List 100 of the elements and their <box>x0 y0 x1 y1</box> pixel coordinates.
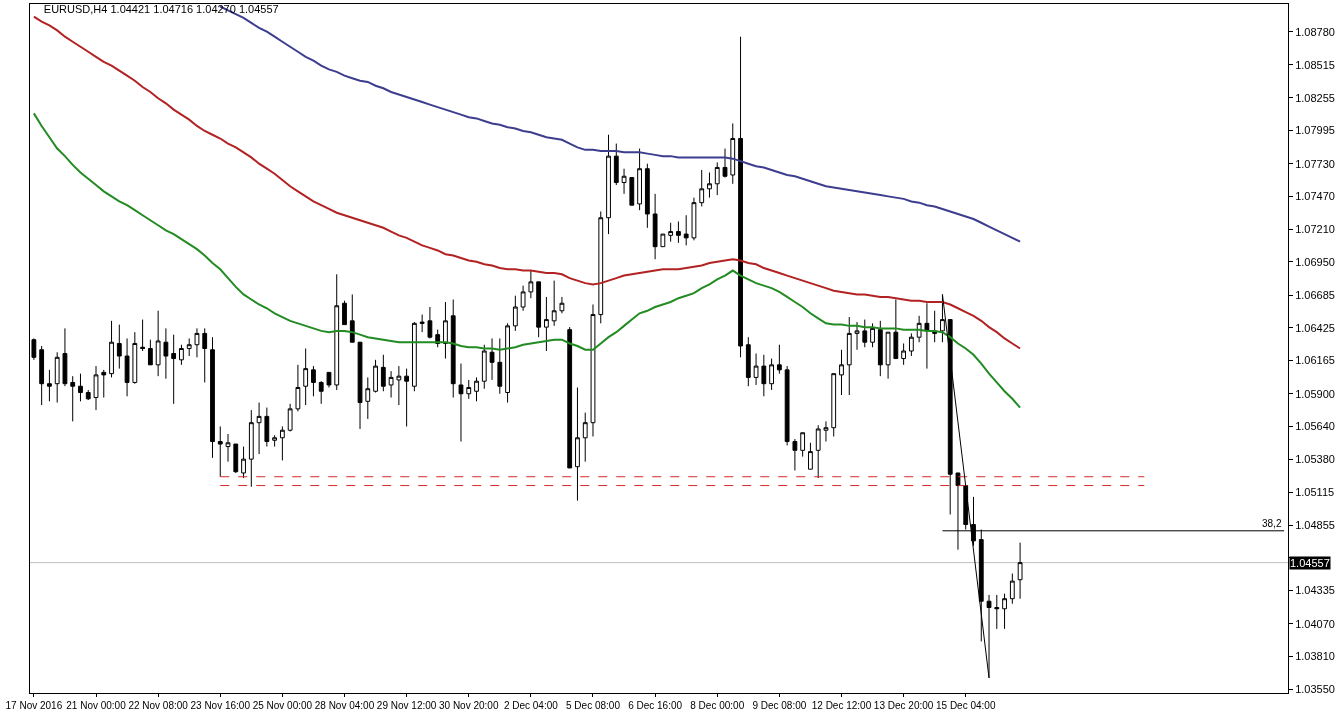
candlestick <box>676 221 681 244</box>
candlestick <box>846 316 852 396</box>
y-tick-label: 1.07470 <box>1295 190 1335 203</box>
ref-line-label: 1.04557 <box>1290 557 1330 569</box>
candlestick <box>862 319 868 348</box>
candlestick <box>908 332 914 357</box>
candlestick <box>147 339 153 366</box>
y-tick-label: 1.08515 <box>1295 58 1335 71</box>
candlestick <box>839 349 844 396</box>
candlestick <box>233 443 239 474</box>
candlestick <box>396 365 402 406</box>
candlestick <box>295 364 301 412</box>
candlestick <box>303 348 309 406</box>
x-tick-label: 2 Dec 04:00 <box>503 700 559 711</box>
candlestick <box>404 368 410 427</box>
candlestick <box>124 337 130 397</box>
candlestick <box>318 380 324 405</box>
candlestick <box>334 273 340 391</box>
candlestick <box>924 302 930 370</box>
y-tick-label: 1.07210 <box>1295 222 1335 235</box>
candlestick <box>901 342 907 366</box>
y-tick-label: 1.07730 <box>1295 157 1335 170</box>
candlestick <box>691 197 697 241</box>
candlestick <box>668 222 674 243</box>
candlestick <box>1002 593 1007 630</box>
candlestick <box>140 319 145 352</box>
y-tick-label: 1.05900 <box>1295 387 1335 400</box>
candlestick <box>241 446 246 479</box>
candlestick <box>85 389 91 401</box>
candlestick <box>769 358 774 391</box>
y-tick-label: 1.05640 <box>1295 420 1335 433</box>
candlestick <box>683 214 689 246</box>
candlestick <box>629 177 635 206</box>
candlestick <box>598 210 604 324</box>
candlestick <box>109 320 114 378</box>
candlestick <box>450 298 456 399</box>
candlestick <box>707 171 712 199</box>
candlestick <box>287 403 293 432</box>
y-tick-label: 1.07995 <box>1295 124 1335 137</box>
candlestick <box>70 375 76 422</box>
y-tick-label: 1.08255 <box>1295 91 1335 104</box>
y-tick-label: 1.03550 <box>1295 683 1335 696</box>
candlestick <box>877 320 883 377</box>
candlestick <box>544 296 549 352</box>
y-tick-label: 1.06165 <box>1295 354 1335 367</box>
x-tick-label: 25 Nov 00:00 <box>252 700 313 711</box>
candlestick <box>62 327 68 387</box>
candlestick <box>202 327 208 383</box>
candlestick <box>761 354 767 397</box>
candlestick <box>582 412 588 463</box>
candlestick <box>644 163 650 229</box>
y-tick-label: 1.04855 <box>1295 519 1335 531</box>
candlestick <box>815 424 821 479</box>
y-tick-label: 1.06685 <box>1295 288 1335 301</box>
x-tick-label: 8 Dec 00:00 <box>690 700 745 711</box>
candlestick <box>512 295 518 332</box>
candlestick <box>163 327 169 380</box>
candlestick <box>326 371 332 388</box>
candlestick <box>699 169 705 207</box>
x-tick-label: 28 Nov 04:00 <box>314 700 375 711</box>
y-tick-label: 1.03810 <box>1295 650 1335 663</box>
candlestick <box>714 161 720 196</box>
candlestick <box>606 134 611 235</box>
candlestick <box>443 301 448 360</box>
candlestick <box>279 425 285 461</box>
x-tick-label: 12 Dec 12:00 <box>811 700 872 711</box>
candlestick <box>311 365 316 397</box>
candlestick <box>474 376 479 402</box>
candlestick <box>536 281 542 338</box>
candlestick <box>831 373 837 438</box>
candlestick <box>947 319 953 515</box>
line-series <box>32 112 1022 409</box>
candlestick <box>776 344 782 375</box>
candlestick <box>256 402 262 455</box>
candlestick <box>730 122 736 185</box>
candlestick <box>132 331 138 385</box>
candlestick <box>93 365 99 411</box>
candlestick <box>808 442 813 470</box>
candlestick <box>39 345 45 406</box>
line-series <box>32 15 1022 350</box>
candlestick <box>753 353 759 386</box>
candlestick <box>427 306 433 339</box>
series-label: 38,2 <box>1262 518 1282 529</box>
candlestick <box>186 337 192 357</box>
candlestick <box>637 148 642 211</box>
candlestick <box>559 296 565 314</box>
candlestick <box>823 420 829 443</box>
candlestick <box>652 193 658 260</box>
candlestick <box>373 359 378 394</box>
candlestick <box>800 432 806 458</box>
candlestick <box>567 326 573 469</box>
y-tick-label: 1.04070 <box>1295 617 1335 630</box>
candlestick <box>194 327 200 358</box>
candlestick <box>551 280 557 327</box>
candlestick <box>380 354 386 392</box>
candlestick <box>171 334 177 405</box>
candlestick <box>388 370 394 399</box>
candlestick <box>179 344 184 366</box>
candlestick <box>497 337 503 395</box>
candlestick <box>932 310 938 343</box>
